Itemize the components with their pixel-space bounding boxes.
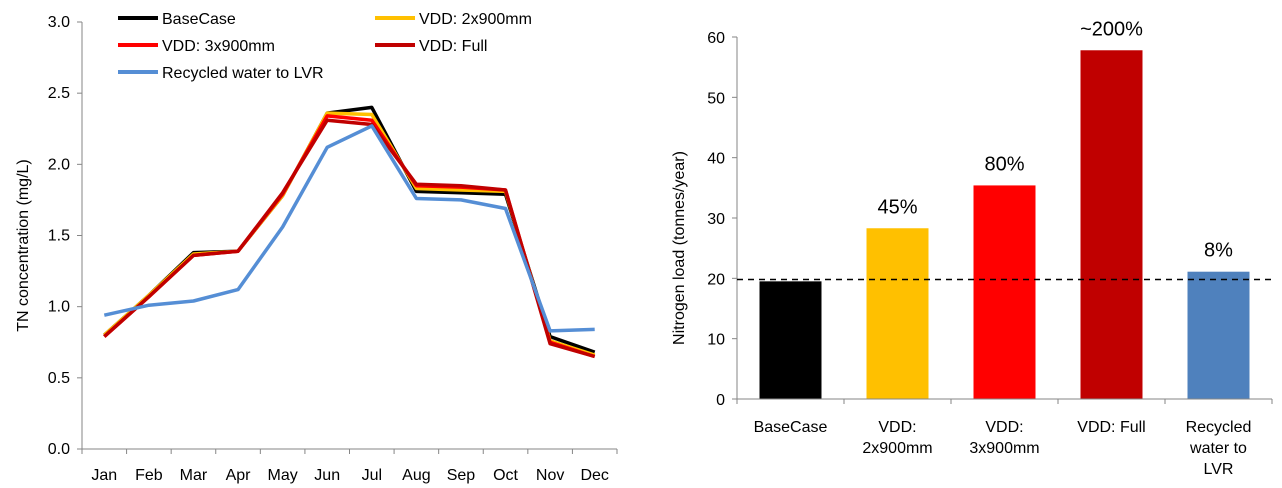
- line-series-4: [103, 124, 595, 333]
- bar-x-tick-label: BaseCase: [754, 419, 828, 436]
- bar-x-tick-label: 2x900mm: [862, 440, 932, 457]
- legend-label-2: VDD: 3x900mm: [162, 38, 275, 55]
- bar-x-tick-label: VDD: Full: [1077, 419, 1145, 436]
- line-x-tick-label: Mar: [180, 467, 208, 484]
- line-y-tick-label: 1.5: [48, 228, 70, 245]
- bar-data-label-3: ~200%: [1080, 18, 1143, 40]
- bar-y-tick-label: 60: [707, 30, 725, 47]
- bar-x-tick-label: Recycled: [1186, 419, 1252, 436]
- line-series-1: [103, 111, 596, 357]
- line-x-tick-label: Jun: [314, 467, 340, 484]
- line-y-tick-label: 1.0: [48, 299, 70, 316]
- legend-label-4: Recycled water to LVR: [162, 65, 324, 82]
- line-x-tick-label: Jul: [362, 467, 382, 484]
- bar-x-tick-label: 3x900mm: [969, 440, 1039, 457]
- bar-2: [973, 185, 1036, 399]
- bar-data-label-2: 80%: [984, 153, 1024, 175]
- bar-chart: 0 10 20 30 40 50 60 Nitrogen load (tonnes/year)…: [671, 18, 1273, 478]
- bar-4: [1187, 271, 1250, 399]
- bar-3: [1080, 50, 1143, 399]
- line-x-tick-label: May: [268, 467, 298, 484]
- bar-y-tick-label: 30: [707, 211, 725, 228]
- legend-label-3: VDD: Full: [419, 38, 487, 55]
- legend-label-0: BaseCase: [162, 11, 236, 28]
- bar-x-tick-label: VDD:: [878, 419, 916, 436]
- line-x-tick-label: Feb: [135, 467, 163, 484]
- bar-data-label-1: 45%: [877, 196, 917, 218]
- bar-x-tick-label: VDD:: [985, 419, 1023, 436]
- bar-y-tick-label: 10: [707, 332, 725, 349]
- bar-1: [866, 228, 929, 399]
- line-x-tick-label: Sep: [447, 467, 476, 484]
- line-series-3: [103, 118, 596, 359]
- line-series-2: [103, 114, 596, 359]
- line-x-tick-label: Oct: [493, 467, 518, 484]
- line-x-tick-label: Jan: [91, 467, 117, 484]
- bar-0: [759, 281, 822, 399]
- bar-y-tick-label: 20: [707, 271, 725, 288]
- line-y-tick-label: 2.5: [48, 85, 70, 102]
- line-y-tick-label: 3.0: [48, 14, 70, 31]
- line-y-tick-label: 0.5: [48, 370, 70, 387]
- line-y-tick-label: 2.0: [48, 156, 70, 173]
- line-y-tick-label: 0.0: [48, 441, 70, 458]
- line-chart: 0.0 0.5 1.0 1.5 2.0 2.5 3.0 Jan Feb Mar Apr May Jun J…: [15, 11, 618, 484]
- line-x-tick-label: Apr: [226, 467, 252, 484]
- legend-label-1: VDD: 2x900mm: [419, 11, 532, 28]
- line-y-axis-title: TN concentration (mg/L): [15, 159, 32, 332]
- bar-y-tick-label: 40: [707, 151, 725, 168]
- bar-y-tick-label: 50: [707, 90, 725, 107]
- line-x-tick-label: Aug: [402, 467, 430, 484]
- bar-x-tick-label: LVR: [1204, 461, 1234, 478]
- line-series-0: [103, 105, 596, 354]
- bar-y-axis-title: Nitrogen load (tonnes/year): [671, 151, 688, 345]
- line-x-tick-label: Nov: [536, 467, 564, 484]
- line-x-tick-label: Dec: [580, 467, 608, 484]
- bar-data-label-4: 8%: [1204, 240, 1233, 262]
- bar-y-tick-label: 0: [716, 392, 725, 409]
- bar-x-tick-label: water to: [1189, 440, 1247, 457]
